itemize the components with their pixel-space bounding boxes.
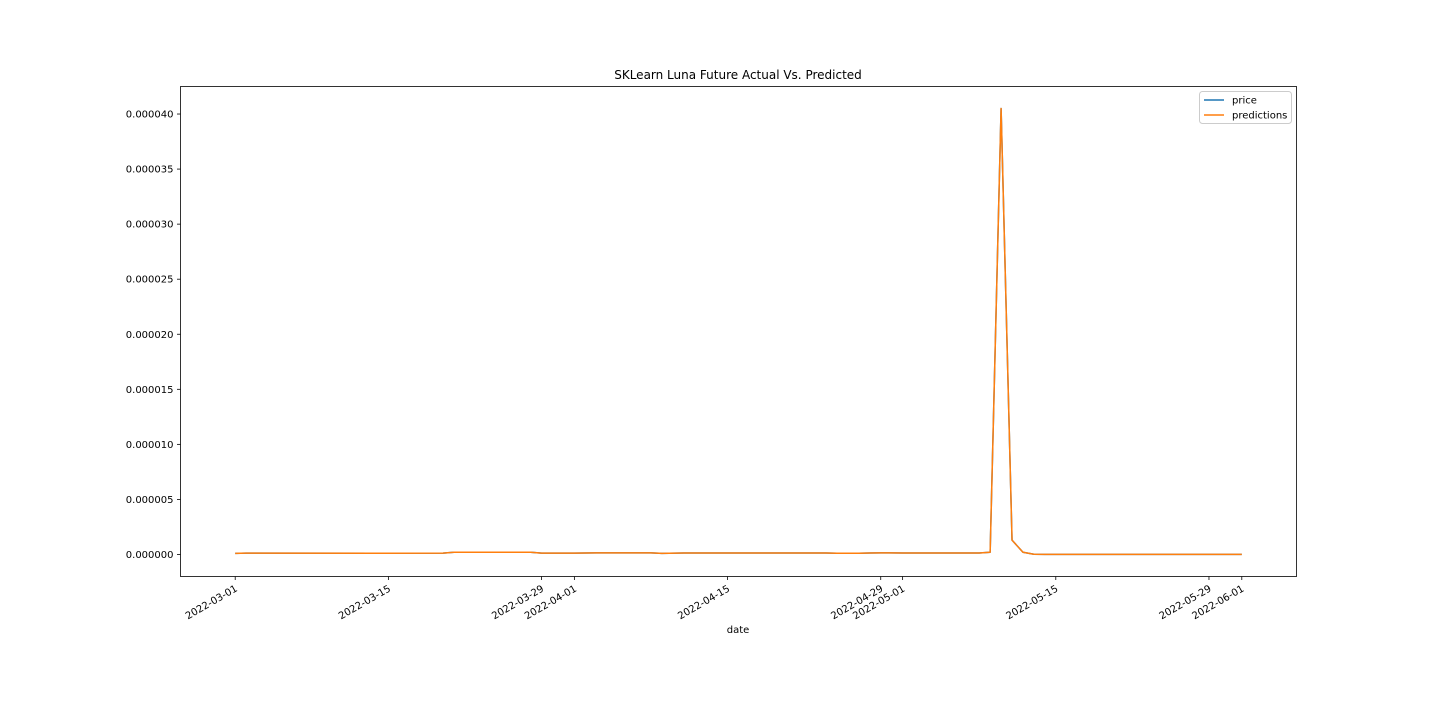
- y-tick-label: 0.000010: [126, 440, 174, 451]
- x-tick-label: 2022-03-01: [184, 584, 240, 623]
- y-tick-label: 0.000015: [126, 385, 174, 396]
- y-tick-label: 0.000040: [126, 110, 174, 121]
- x-tick-label: 2022-05-15: [1004, 584, 1060, 623]
- chart-title: SKLearn Luna Future Actual Vs. Predicted: [614, 68, 862, 82]
- y-tick-label: 0.000030: [126, 220, 174, 231]
- y-tick-label: 0.000020: [126, 330, 174, 341]
- legend-label-price: price: [1232, 96, 1257, 107]
- x-tick-label: 2022-04-15: [676, 584, 732, 623]
- y-tick-label: 0.000025: [126, 275, 174, 286]
- series-lines: [235, 107, 1242, 556]
- y-tick-label: 0.000000: [126, 550, 174, 561]
- series-line-predictions: [235, 107, 1242, 556]
- y-tick-label: 0.000035: [126, 165, 174, 176]
- y-tick-label: 0.000005: [126, 495, 174, 506]
- y-axis: 0.000000 0.000005 0.000010 0.000015 0.000020…: [126, 110, 181, 561]
- legend-label-predictions: predictions: [1232, 111, 1287, 122]
- plot-frame: [180, 86, 1297, 577]
- x-axis: 2022-03-01 2022-03-15 2022-03-292022-04-01…: [184, 576, 1246, 623]
- x-axis-label: date: [727, 625, 750, 636]
- series-line-price: [235, 107, 1242, 556]
- x-tick-label: 2022-03-15: [337, 584, 393, 623]
- legend: price predictions: [1199, 91, 1292, 124]
